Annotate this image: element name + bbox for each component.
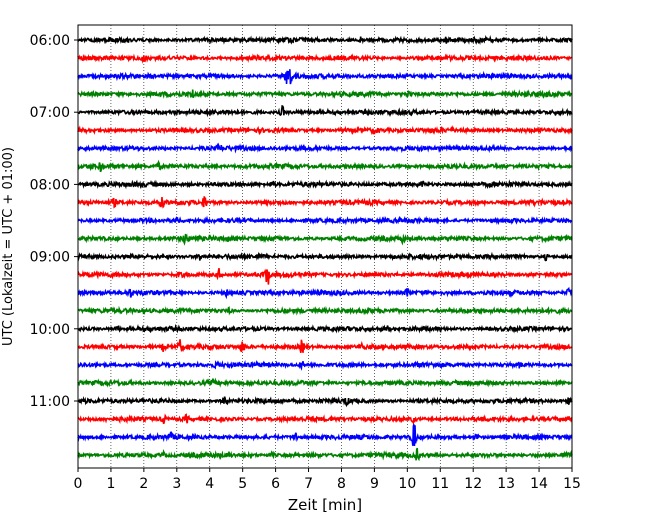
x-axis-label: Zeit [min] <box>288 496 362 514</box>
y-tick-label: 09:00 <box>30 250 70 266</box>
seismic-trace <box>77 267 573 285</box>
y-tick-label: 08:00 <box>30 177 70 193</box>
x-tick-label: 10 <box>398 476 416 492</box>
seismic-trace <box>77 196 573 209</box>
seismic-trace <box>77 396 573 408</box>
x-tick-label: 1 <box>106 476 115 492</box>
seismic-trace <box>77 124 573 136</box>
y-tick-label: 11:00 <box>30 394 70 410</box>
seismic-trace <box>77 104 573 118</box>
x-tick-label: 11 <box>431 476 449 492</box>
y-axis-ticks: 06:00 07:00 08:00 09:00 10:00 11:00 <box>30 33 78 410</box>
grid-lines <box>110 25 540 468</box>
x-tick-label: 8 <box>337 476 346 492</box>
seismic-trace <box>77 53 573 64</box>
y-tick-label: 07:00 <box>30 105 70 121</box>
seismic-trace <box>77 377 573 388</box>
x-tick-label: 9 <box>370 476 379 492</box>
seismic-trace <box>77 447 573 462</box>
seismic-trace <box>77 424 573 446</box>
seismic-trace <box>77 233 573 246</box>
y-tick-label: 06:00 <box>30 33 70 49</box>
seismic-trace <box>77 142 573 154</box>
seismic-trace <box>77 305 573 316</box>
x-axis-ticks: 0 1 2 3 4 5 6 7 8 9 10 11 12 13 14 15 <box>74 468 581 492</box>
plot-frame <box>77 24 573 469</box>
seismic-trace <box>77 34 573 46</box>
seismic-trace <box>77 359 573 371</box>
seismic-trace <box>77 69 573 85</box>
x-tick-label: 14 <box>530 476 548 492</box>
x-tick-label: 13 <box>497 476 515 492</box>
x-tick-label: 12 <box>464 476 482 492</box>
x-tick-label: 6 <box>271 476 280 492</box>
x-tick-label: 4 <box>205 476 214 492</box>
seismic-trace <box>77 286 573 300</box>
x-tick-label: 0 <box>74 476 83 492</box>
seismic-trace <box>77 159 573 173</box>
y-tick-label: 10:00 <box>30 322 70 338</box>
x-tick-label: 5 <box>238 476 247 492</box>
seismic-trace <box>77 89 573 99</box>
x-tick-label: 2 <box>139 476 148 492</box>
trace-series <box>77 34 573 462</box>
y-axis-label: UTC (Lokalzeit = UTC + 01:00) <box>1 147 16 346</box>
x-tick-label: 15 <box>563 476 581 492</box>
seismic-trace <box>77 413 573 426</box>
seismic-trace <box>77 339 573 354</box>
seismic-trace <box>77 215 573 226</box>
seismic-trace <box>77 323 573 334</box>
x-tick-label: 7 <box>304 476 313 492</box>
seismic-trace <box>77 251 573 262</box>
x-tick-label: 3 <box>172 476 181 492</box>
seismic-trace <box>77 179 573 190</box>
